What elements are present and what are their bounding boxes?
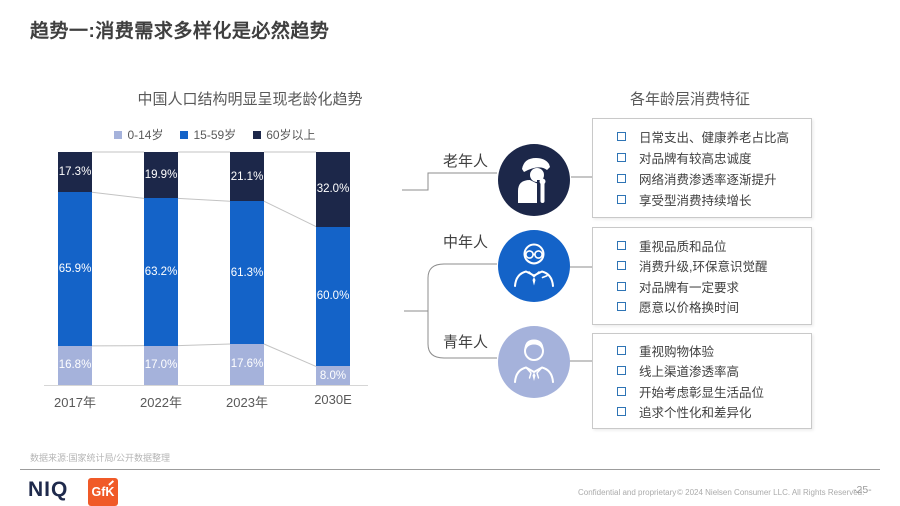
legend-swatch — [114, 130, 123, 139]
legend-label: 0-14岁 — [127, 128, 164, 142]
data-source-note: 数据来源:国家统计局/公开数据整理 — [30, 453, 171, 463]
elderly-person-icon — [498, 144, 570, 216]
right-panel-title: 各年龄层消费特征 — [629, 91, 750, 108]
bar-value-label: 61.3% — [230, 266, 264, 279]
gfk-logo-text: GfK — [91, 485, 115, 499]
chart-legend: 0-14岁 15-59岁 60岁以上 — [55, 126, 375, 143]
x-axis-label: 2023年 — [226, 395, 268, 410]
bar-segment: 61.3% — [230, 201, 264, 344]
niq-logo: NIQ — [28, 478, 69, 501]
feature-item: 日常支出、健康养老占比高 — [617, 127, 805, 146]
page-title: 趋势一:消费需求多样化是必然趋势 — [30, 21, 330, 42]
feature-item-text: 开始考虑彰显生活品位 — [639, 385, 765, 400]
feature-box: 日常支出、健康养老占比高 对品牌有较高忠诚度网络消费渗透率逐渐提升 享受型消费持续增… — [592, 118, 812, 218]
bullet-square-icon — [617, 261, 626, 271]
feature-item: 线上渠道渗透率高 — [617, 361, 805, 380]
feature-item-text: 追求个性化和差异化 — [639, 405, 752, 420]
feature-box: 重视购物体验线上渠道渗透率高开始考虑彰显生活品位 追求个性化和差异化 — [592, 333, 812, 429]
bullet-square-icon — [617, 346, 626, 356]
feature-item-text: 愿意以价格换时间 — [639, 301, 740, 316]
bar-value-label: 63.2% — [144, 265, 178, 278]
bar-segment: 63.2% — [144, 198, 178, 346]
copyright-label: © 2024 Nielsen Consumer LLC. All Rights … — [677, 488, 865, 497]
feature-item-text: 对品牌有较高忠诚度 — [639, 152, 752, 166]
bullet-square-icon — [617, 386, 626, 396]
bar-value-label: 17.0% — [144, 359, 178, 372]
bar-segment: 17.3% — [58, 152, 92, 193]
feature-item: 开始考虑彰显生活品位 — [617, 382, 805, 401]
legend-swatch — [253, 130, 262, 139]
bar-segment: 19.9% — [144, 152, 178, 199]
feature-item-text: 对品牌有一定要求 — [639, 280, 740, 295]
feature-item-text: 日常支出、健康养老占比高 — [639, 131, 790, 145]
bar-segment: 21.1% — [230, 152, 264, 202]
bar-value-label: 17.6% — [230, 358, 264, 371]
x-axis-line — [44, 385, 368, 386]
footer-divider — [20, 469, 880, 470]
page-number: -25- — [853, 484, 872, 496]
age-group-label: 中年人 — [443, 234, 489, 251]
feature-item: 对品牌有一定要求 — [617, 277, 805, 296]
feature-item: 追求个性化和差异化 — [617, 402, 805, 421]
feature-item-text: 重视品质和品位 — [639, 239, 727, 254]
feature-item: 网络消费渗透率逐渐提升 — [617, 169, 805, 188]
bar-value-label: 32.0% — [316, 183, 350, 196]
bullet-square-icon — [617, 406, 626, 416]
bullet-square-icon — [617, 366, 626, 376]
x-axis-label: 2030E — [314, 392, 352, 407]
chart-title: 中国人口结构明显呈现老龄化趋势 — [137, 91, 363, 108]
bar-value-label: 65.9% — [58, 263, 92, 276]
feature-item: 愿意以价格换时间 — [617, 297, 805, 316]
bullet-square-icon — [617, 153, 626, 162]
bar-segment: 32.0% — [316, 152, 350, 227]
bar-segment: 17.0% — [144, 345, 178, 386]
feature-item-text: 重视购物体验 — [639, 345, 715, 360]
bullet-square-icon — [617, 302, 626, 312]
bullet-square-icon — [617, 132, 626, 141]
bar-value-label: 8.0% — [319, 369, 347, 382]
bar-segment: 60.0% — [316, 226, 350, 367]
middle-aged-person-icon — [498, 230, 570, 302]
bullet-square-icon — [617, 281, 626, 291]
feature-item-text: 线上渠道渗透率高 — [639, 365, 740, 380]
legend-item: 15-59岁 — [180, 126, 236, 143]
legend-label: 15-59岁 — [193, 128, 237, 142]
bar-value-label: 16.8% — [58, 359, 92, 372]
bar-segment: 16.8% — [58, 345, 92, 385]
gfk-logo: GfK — [88, 478, 118, 506]
feature-item-text: 网络消费渗透率逐渐提升 — [639, 173, 777, 187]
bar-value-label: 17.3% — [58, 166, 92, 179]
feature-item: 重视购物体验 — [617, 341, 805, 360]
bar-segment: 8.0% — [316, 366, 350, 385]
bar-segment: 17.6% — [230, 343, 264, 385]
feature-item: 重视品质和品位 — [617, 236, 805, 255]
confidential-label: Confidential and proprietary — [578, 488, 677, 497]
x-axis-label: 2022年 — [140, 395, 182, 410]
age-group-label: 青年人 — [443, 334, 489, 351]
bar-value-label: 19.9% — [144, 169, 178, 182]
feature-item-text: 享受型消费持续增长 — [639, 194, 752, 208]
bullet-square-icon — [617, 195, 626, 204]
feature-item: 消费升级,环保意识觉醒 — [617, 256, 805, 275]
legend-label: 60岁以上 — [266, 128, 316, 142]
bullet-square-icon — [617, 240, 626, 250]
x-axis-label: 2017年 — [54, 395, 96, 410]
young-person-icon — [498, 326, 570, 398]
bullet-square-icon — [617, 174, 626, 183]
feature-item: 享受型消费持续增长 — [617, 190, 805, 209]
age-group-label: 老年人 — [443, 153, 489, 170]
bar-value-label: 60.0% — [316, 290, 350, 303]
legend-item: 0-14岁 — [114, 126, 163, 143]
feature-item: 对品牌有较高忠诚度 — [617, 148, 805, 167]
bar-segment: 65.9% — [58, 192, 92, 346]
bar-value-label: 21.1% — [230, 170, 264, 183]
legend-swatch — [180, 130, 189, 139]
legend-item: 60岁以上 — [253, 126, 316, 143]
feature-item-text: 消费升级,环保意识觉醒 — [639, 260, 768, 275]
feature-box: 重视品质和品位消费升级,环保意识觉醒 对品牌有一定要求 愿意以价格换时间 — [592, 227, 812, 325]
